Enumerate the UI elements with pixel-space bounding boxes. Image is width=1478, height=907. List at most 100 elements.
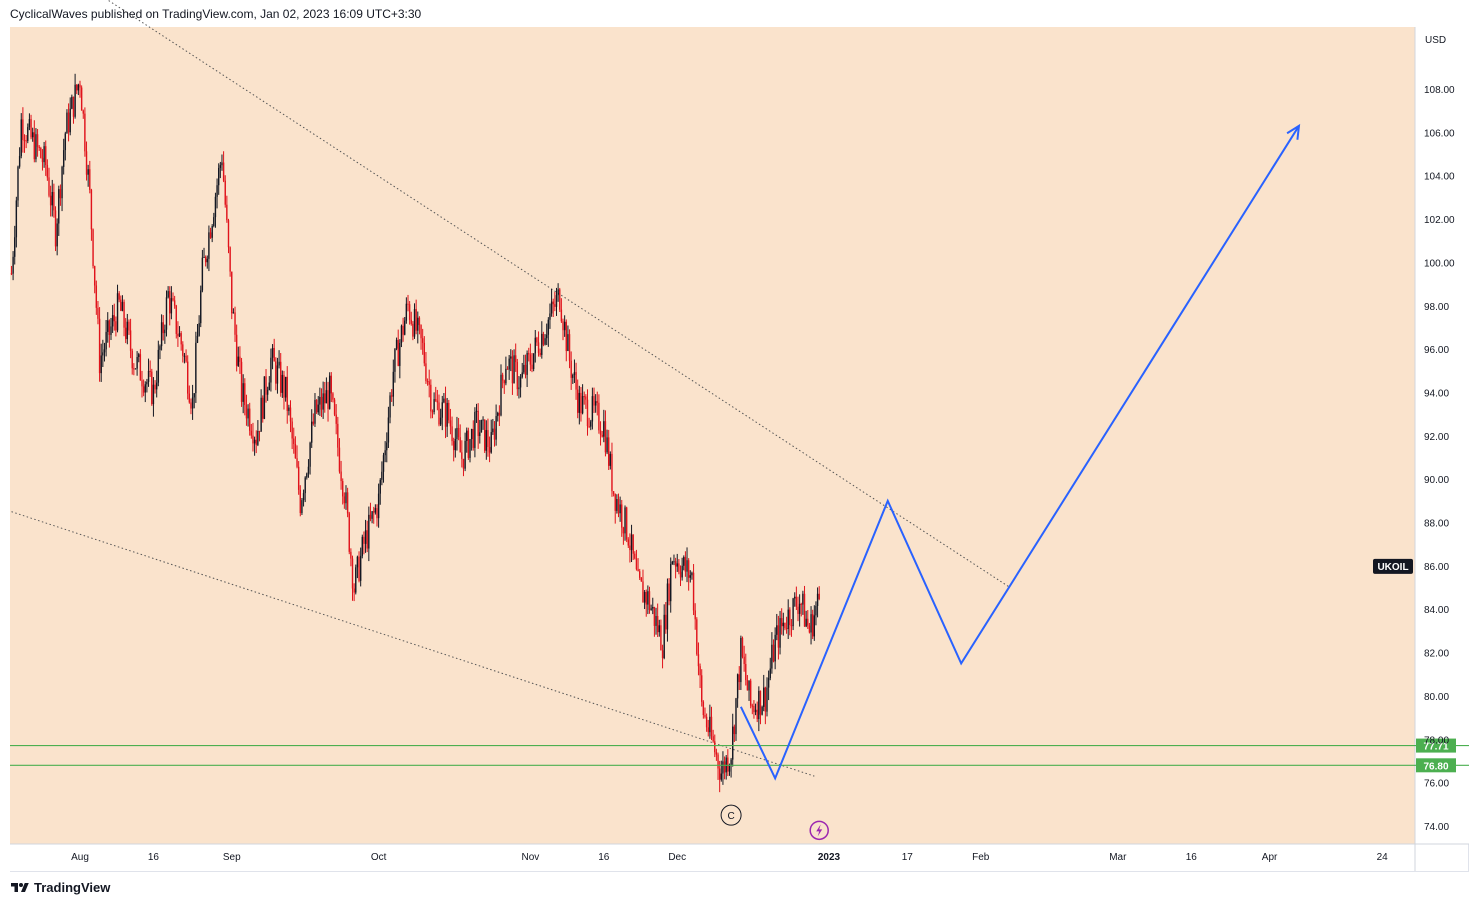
x-tick-label: Aug <box>71 852 89 863</box>
candle-body <box>368 514 370 549</box>
y-tick-label: 86.00 <box>1424 562 1449 573</box>
candle-body <box>756 709 758 720</box>
candle-body <box>718 768 721 780</box>
candle-body <box>789 609 791 626</box>
candle-body <box>464 440 466 469</box>
candle-body <box>712 736 714 742</box>
candle-body <box>514 355 517 363</box>
candle-body <box>115 321 117 331</box>
y-tick-label: 98.00 <box>1424 302 1449 313</box>
candle-body <box>438 402 440 425</box>
candle-body <box>80 87 83 111</box>
candle-body <box>461 452 463 459</box>
candle-body <box>794 596 796 599</box>
candle-body <box>658 625 660 633</box>
candle-body <box>183 355 186 357</box>
candle-body <box>702 701 705 716</box>
candle-body <box>738 674 740 683</box>
lower-trendline[interactable] <box>11 511 815 777</box>
candle-body <box>772 644 775 662</box>
candle-body <box>95 285 98 308</box>
candle-body <box>85 151 88 175</box>
candle-body <box>191 397 194 409</box>
candle-body <box>510 356 512 359</box>
candle-body <box>289 407 292 422</box>
candle-body <box>805 618 807 627</box>
candle-body <box>572 374 574 378</box>
candle-body <box>505 368 507 384</box>
candle-body <box>630 534 633 551</box>
candle-body <box>118 293 120 300</box>
candle-body <box>624 507 626 534</box>
candle-body <box>495 416 497 440</box>
candle-body <box>229 247 231 272</box>
wave-label-circle[interactable] <box>720 804 742 826</box>
candle-body <box>549 313 551 320</box>
candle-body <box>84 113 86 152</box>
candle-body <box>596 401 598 403</box>
candle-body <box>319 396 321 405</box>
candle-body <box>231 271 233 314</box>
candle-body <box>766 687 768 712</box>
candle-body <box>71 96 73 109</box>
candle-body <box>100 355 102 374</box>
candle-body <box>425 363 427 382</box>
upper-trendline[interactable] <box>11 0 1011 588</box>
candle-body <box>144 384 146 393</box>
candle-body <box>621 504 623 528</box>
candle-body <box>439 417 442 425</box>
y-tick-label: 108.00 <box>1424 85 1455 96</box>
candle-body <box>815 605 817 616</box>
candle-body <box>448 402 450 421</box>
x-tick-label: Dec <box>668 852 686 863</box>
candle-body <box>433 399 435 412</box>
candle-body <box>291 421 293 439</box>
candle-body <box>683 557 685 566</box>
candle-body <box>761 706 763 715</box>
candle-body <box>519 377 522 388</box>
candle-body <box>56 223 58 247</box>
candle-body <box>226 204 228 221</box>
candle-body <box>110 326 112 335</box>
y-tick-label: 104.00 <box>1424 172 1455 183</box>
candle-body <box>97 307 99 319</box>
candle-body <box>474 411 476 448</box>
candle-body <box>382 455 385 472</box>
candle-body <box>338 447 341 472</box>
candle-body <box>203 257 205 259</box>
candle-body <box>714 741 716 753</box>
level-label: 77.71 <box>1423 742 1448 753</box>
candle-body <box>288 407 290 411</box>
candle-body <box>792 598 794 627</box>
candle-body <box>128 321 130 331</box>
candle-body <box>222 162 225 181</box>
candle-body <box>480 420 483 433</box>
candle-body <box>77 84 80 91</box>
candle-body <box>312 421 315 424</box>
candle-body <box>577 389 579 413</box>
candle-body <box>686 560 688 572</box>
candle-body <box>516 362 519 390</box>
candle-body <box>594 401 597 406</box>
candle-body <box>759 690 762 715</box>
lightning-icon[interactable] <box>809 820 829 841</box>
projection-path[interactable] <box>739 125 1300 781</box>
candle-body <box>373 511 375 513</box>
candle-body <box>177 333 179 337</box>
candle-body <box>72 96 75 117</box>
candle-body <box>10 273 13 275</box>
price-axis-background <box>1415 27 1469 844</box>
candle-body <box>76 84 78 91</box>
candle-body <box>565 321 567 352</box>
candle-body <box>364 530 367 544</box>
candle-body <box>715 752 718 755</box>
candle-body <box>616 499 618 511</box>
candle-body <box>113 315 115 322</box>
candle-body <box>235 334 238 366</box>
candle-body <box>501 374 504 381</box>
wave-label-text: C <box>727 811 734 822</box>
candle-body <box>497 412 499 417</box>
candle-body <box>696 619 698 655</box>
candle-body <box>351 558 354 589</box>
